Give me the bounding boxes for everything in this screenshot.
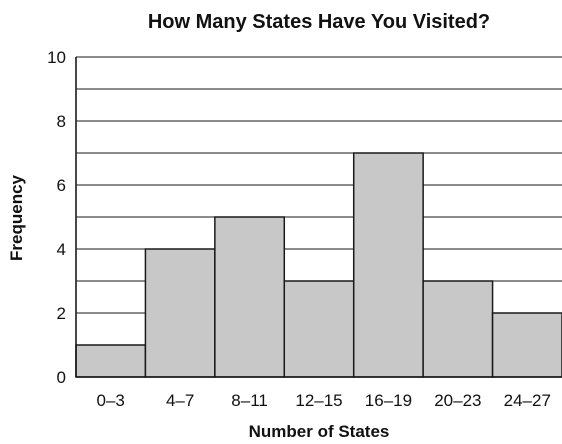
bar (75, 344, 147, 378)
bar (422, 280, 494, 378)
x-tick-label: 0–3 (97, 391, 125, 410)
bar (144, 248, 216, 378)
bar (352, 152, 424, 378)
x-tick-label: 20–23 (434, 391, 481, 410)
y-tick-label: 2 (57, 304, 66, 323)
x-tick-labels: 0–3 4–7 8–11 12–15 16–19 20–23 24–27 (97, 391, 551, 410)
y-axis-label: Frequency (7, 174, 26, 261)
y-tick-label: 0 (57, 368, 66, 387)
chart-title: How Many States Have You Visited? (148, 11, 490, 33)
x-tick-label: 24–27 (504, 391, 551, 410)
bar (214, 216, 286, 378)
y-tick-label: 10 (47, 48, 66, 67)
y-tick-labels: 0 2 4 6 8 10 (47, 48, 66, 387)
x-tick-label: 4–7 (166, 391, 194, 410)
bars (75, 152, 562, 378)
x-tick-label: 8–11 (231, 391, 268, 410)
bar (491, 312, 562, 378)
axes (75, 57, 562, 378)
y-tick-label: 8 (57, 112, 66, 131)
bar (283, 280, 355, 378)
x-tick-label: 16–19 (365, 391, 412, 410)
x-axis-label: Number of States (249, 422, 390, 441)
y-tick-label: 4 (57, 240, 66, 259)
y-tick-label: 6 (57, 176, 66, 195)
x-tick-label: 12–15 (295, 391, 342, 410)
